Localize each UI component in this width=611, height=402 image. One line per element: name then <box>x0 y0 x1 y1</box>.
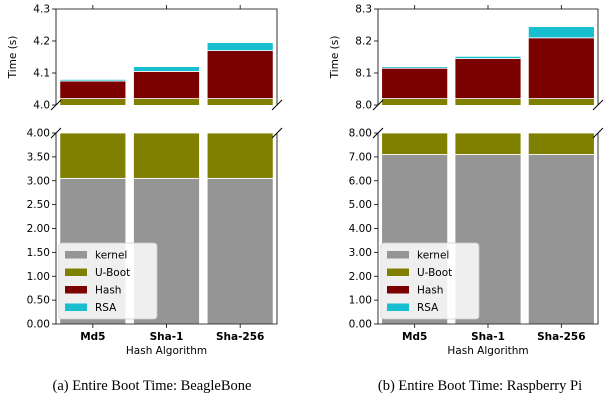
y-axis-label: Time (s) <box>7 36 19 80</box>
bar-hash-md5-upper <box>59 80 127 100</box>
axis-break-mark <box>271 99 283 111</box>
bar-hash-md5-upper <box>381 67 449 99</box>
bar-rsa-sha-256-upper <box>527 26 595 39</box>
y-tick-label-lower: 3.00 <box>27 175 50 187</box>
bar-hash-sha-1-upper <box>133 71 200 100</box>
bar-rsa-md5-upper <box>381 66 449 69</box>
bar-u-boot-md5-upper <box>59 98 127 105</box>
bar-u-boot-sha-256-lower <box>527 133 595 155</box>
axis-break-mark <box>271 127 283 139</box>
x-tick-label: Sha-1 <box>471 331 505 343</box>
y-tick-label-upper: 8.2 <box>355 36 372 48</box>
bar-u-boot-sha-1-upper <box>454 98 522 105</box>
legend-frame <box>380 242 480 320</box>
bar-hash-sha-1-upper <box>454 58 522 99</box>
legend-label-kernel: kernel <box>95 250 127 262</box>
bar-u-boot-md5-upper <box>381 98 449 105</box>
y-tick-label-lower: 1.00 <box>27 271 50 283</box>
y-tick-label-upper: 4.2 <box>33 36 50 48</box>
y-tick-label-lower: 0.50 <box>27 295 50 307</box>
y-tick-label-lower: 0.00 <box>27 319 50 331</box>
figure-caption: (a) Entire Boot Time: BeagleBone <box>53 378 252 394</box>
upper-axes-frame <box>55 8 278 105</box>
y-tick-label-lower: 6.00 <box>349 175 372 187</box>
y-tick-label-upper: 4.3 <box>33 4 50 16</box>
bar-u-boot-md5-lower <box>59 133 127 179</box>
y-tick-label-lower: 7.00 <box>349 151 372 163</box>
y-tick-label-lower: 4.00 <box>349 223 372 235</box>
legend-frame <box>58 242 158 320</box>
x-tick-label: Sha-256 <box>537 331 585 343</box>
bar-u-boot-sha-256-lower <box>206 133 274 179</box>
bar-u-boot-sha-256-upper <box>527 98 595 105</box>
y-tick-label-lower: 0.00 <box>349 319 372 331</box>
x-tick-label: Sha-1 <box>150 331 184 343</box>
legend-swatch-u-boot <box>387 268 409 276</box>
y-tick-label-lower: 3.00 <box>349 247 372 259</box>
legend-swatch-kernel <box>65 251 87 259</box>
x-axis-label: Hash Algorithm <box>447 345 528 357</box>
chart-panel-beaglebone: Md5 Sha-1 Sha-256 0.00 0.50 1.00 1.50 2.00 2.50 3… <box>7 4 283 394</box>
legend-label-rsa: RSA <box>417 302 439 314</box>
chart-panel-raspberry-pi: Md5 Sha-1 Sha-256 0.00 1.00 2.00 3.00 4.00 5.00 6… <box>329 4 604 394</box>
bar-kernel-sha-256-lower <box>206 177 274 324</box>
bar-u-boot-sha-256-upper <box>206 98 274 105</box>
figure-caption: (b) Entire Boot Time: Raspberry Pi <box>378 378 582 394</box>
legend-label-hash: Hash <box>95 285 121 297</box>
legend-swatch-kernel <box>387 251 409 259</box>
y-tick-label-upper: 4.1 <box>33 68 50 80</box>
bar-u-boot-sha-1-upper <box>133 98 200 105</box>
bar-rsa-md5-upper <box>59 79 127 82</box>
y-tick-label-lower: 3.50 <box>27 151 50 163</box>
y-axis-label: Time (s) <box>329 36 341 80</box>
y-tick-label-lower: 2.00 <box>349 271 372 283</box>
legend-swatch-u-boot <box>65 268 87 276</box>
legend-label-rsa: RSA <box>95 302 117 314</box>
legend-label-u-boot: U-Boot <box>95 267 130 279</box>
bar-u-boot-sha-1-lower <box>133 133 200 179</box>
x-axis-label: Hash Algorithm <box>126 345 207 357</box>
bar-hash-sha-256-upper <box>527 37 595 99</box>
y-tick-label-lower: 8.00 <box>349 128 372 140</box>
axis-break-mark <box>592 99 604 111</box>
bars-lower <box>59 133 274 324</box>
legend-swatch-hash <box>65 286 87 294</box>
bar-rsa-sha-1-upper <box>454 55 522 60</box>
y-tick-label-lower: 4.00 <box>27 128 50 140</box>
y-tick-label-lower: 1.00 <box>349 295 372 307</box>
y-tick-label-lower: 5.00 <box>349 199 372 211</box>
legend-swatch-rsa <box>65 303 87 311</box>
y-tick-label-upper: 8.3 <box>355 4 372 16</box>
upper-axes-frame <box>377 8 599 105</box>
bar-u-boot-md5-lower <box>381 133 449 155</box>
x-tick-label: Md5 <box>80 331 105 343</box>
bar-kernel-sha-256-lower <box>527 154 595 324</box>
legend-swatch-hash <box>387 286 409 294</box>
x-tick-label: Md5 <box>402 331 427 343</box>
legend-label-u-boot: U-Boot <box>417 267 452 279</box>
y-tick-label-upper: 4.0 <box>33 100 50 112</box>
y-tick-label-upper: 8.1 <box>355 68 372 80</box>
bar-hash-sha-256-upper <box>206 50 274 99</box>
x-tick-label: Sha-256 <box>216 331 264 343</box>
bars-upper <box>59 42 274 105</box>
legend-label-kernel: kernel <box>417 250 449 262</box>
bar-rsa-sha-1-upper <box>133 66 200 72</box>
y-tick-label-upper: 8.0 <box>355 100 372 112</box>
bar-u-boot-sha-1-lower <box>454 133 522 155</box>
legend-label-hash: Hash <box>417 285 443 297</box>
legend: kernel U-Boot Hash RSA <box>58 242 158 320</box>
legend-swatch-rsa <box>387 303 409 311</box>
legend: kernel U-Boot Hash RSA <box>380 242 480 320</box>
bar-rsa-sha-256-upper <box>206 42 274 51</box>
y-tick-label-lower: 1.50 <box>27 247 50 259</box>
axis-break-mark <box>592 127 604 139</box>
bars-upper <box>381 26 595 105</box>
y-tick-label-lower: 2.50 <box>27 199 50 211</box>
y-tick-label-lower: 2.00 <box>27 223 50 235</box>
